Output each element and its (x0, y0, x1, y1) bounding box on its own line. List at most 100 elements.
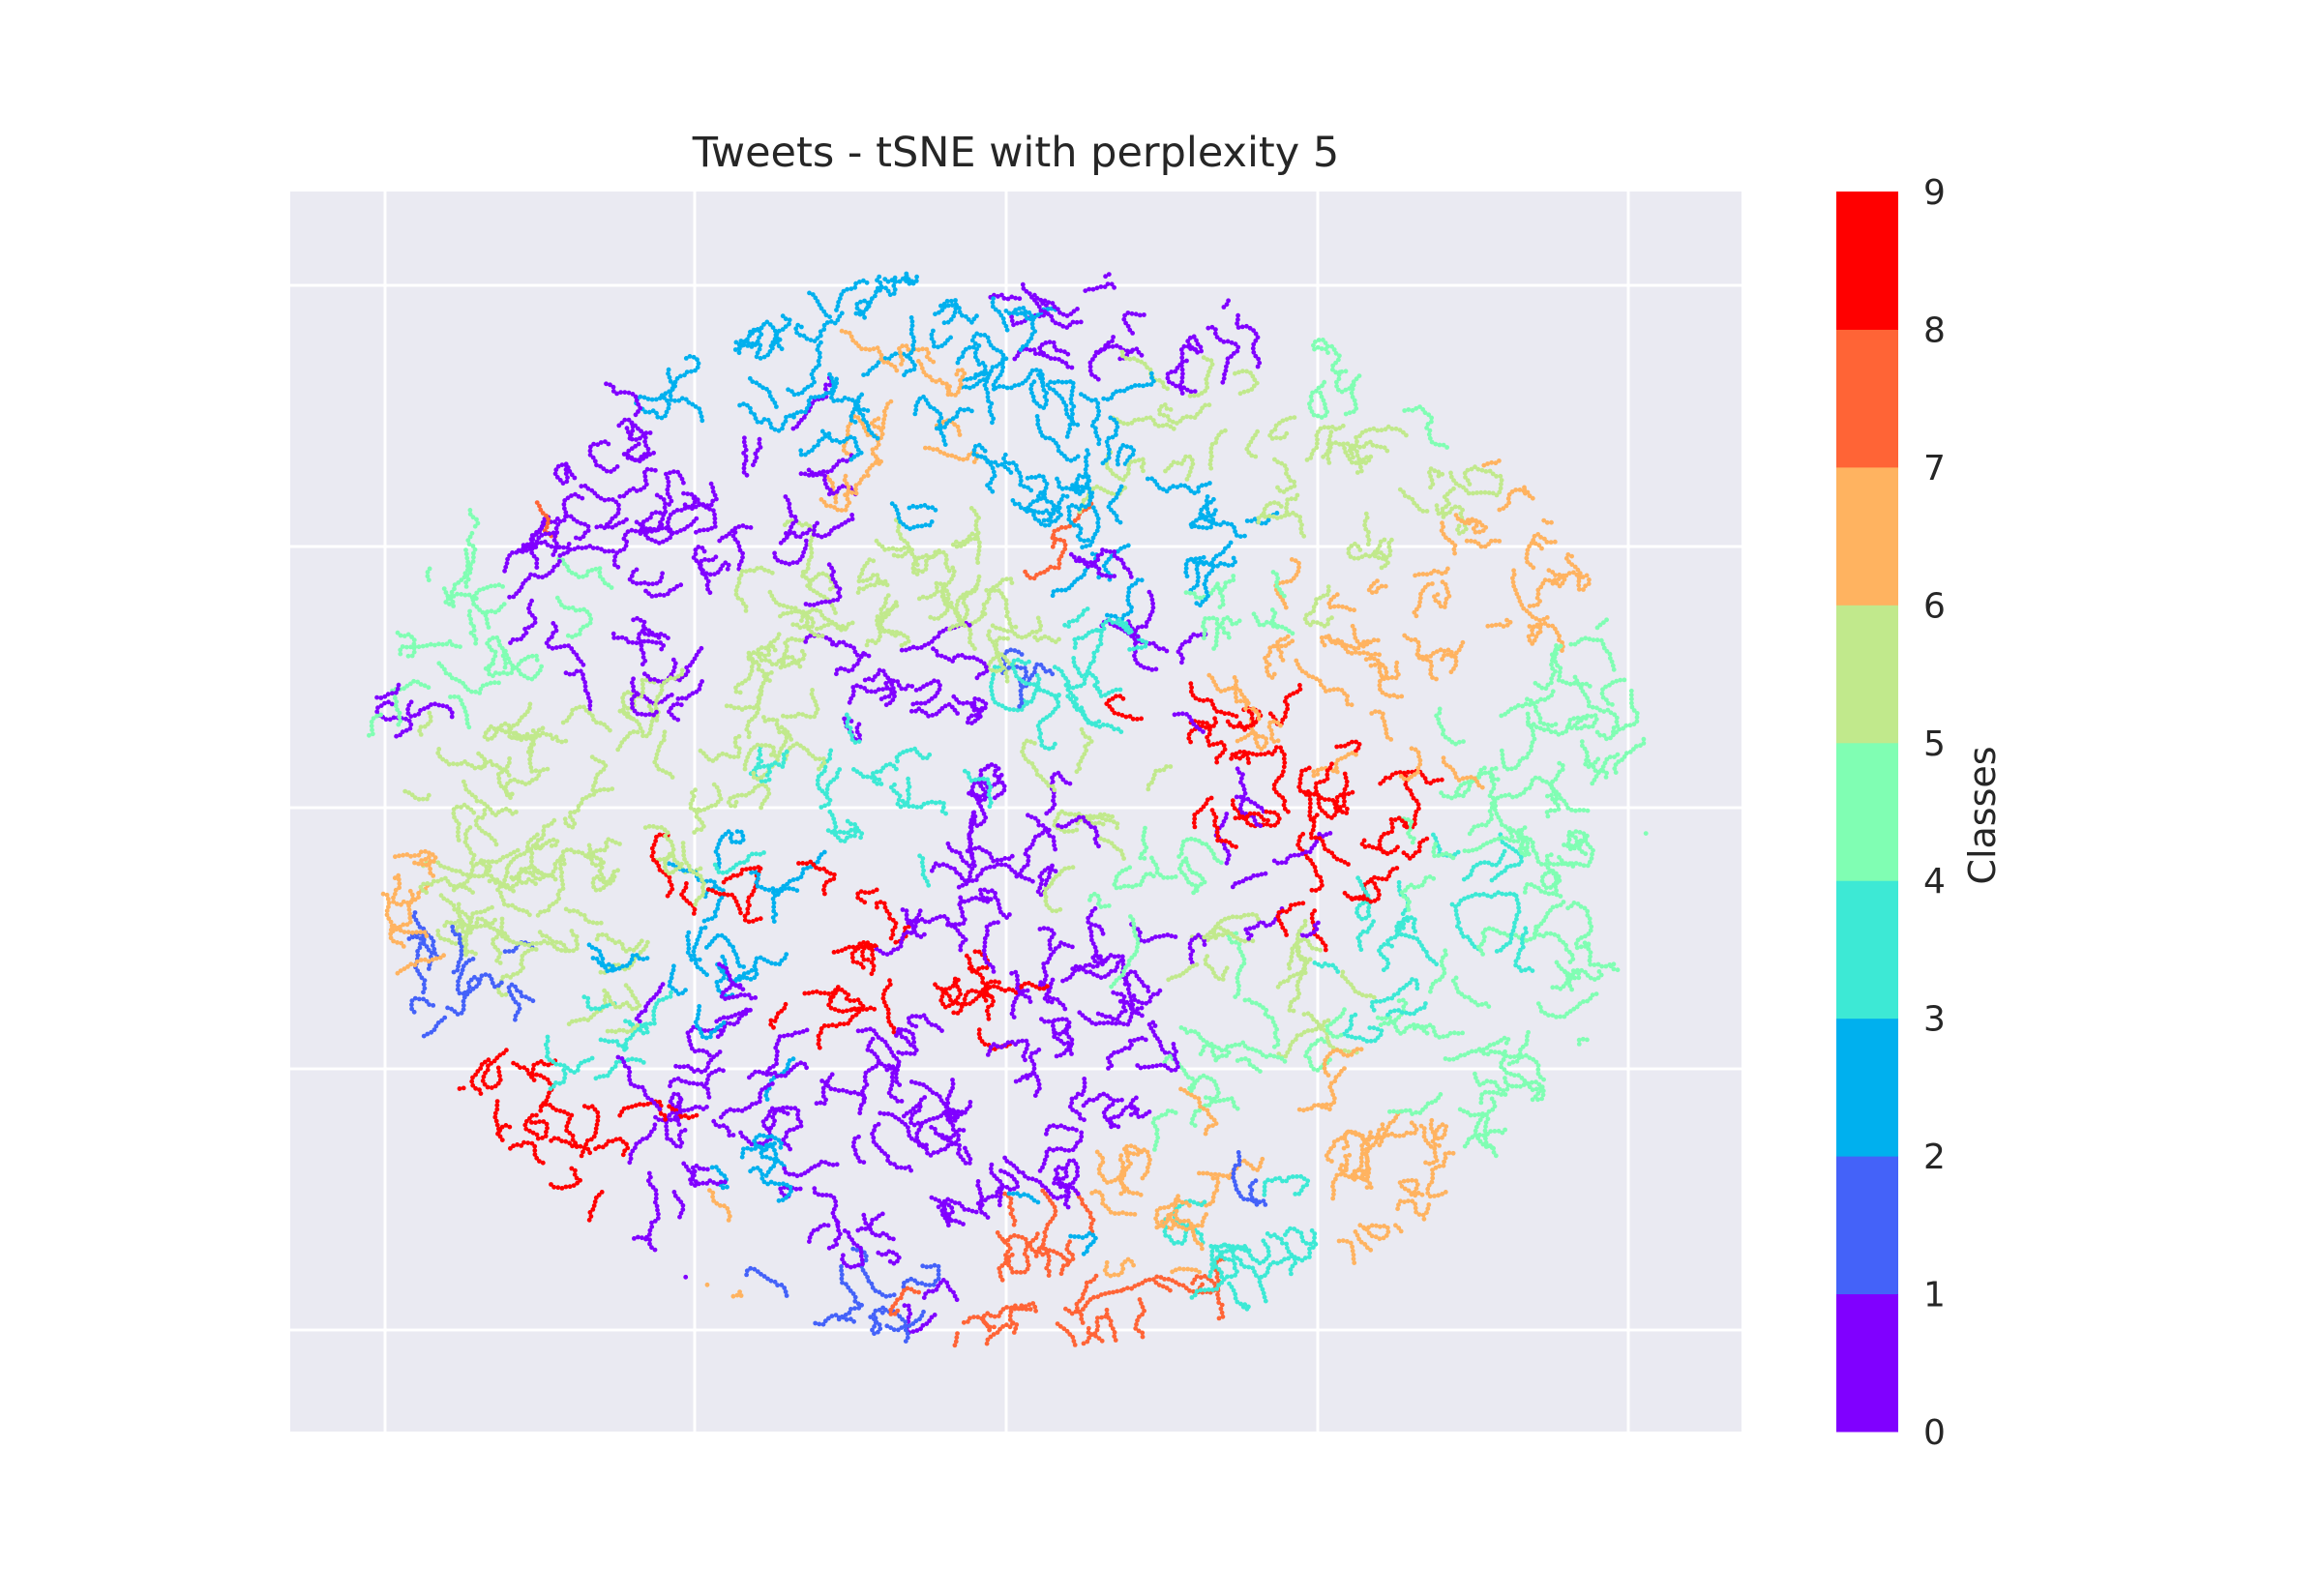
scatter-point-class-0 (1042, 1157, 1048, 1163)
scatter-point-class-8 (828, 998, 834, 1004)
scatter-point-class-0 (721, 1123, 727, 1129)
scatter-point-class-1 (421, 982, 427, 988)
scatter-point-class-2 (740, 1150, 746, 1156)
scatter-point-class-4 (1431, 849, 1437, 855)
scatter-point-class-6 (957, 432, 963, 437)
scatter-point-class-0 (1024, 288, 1029, 294)
scatter-point-class-0 (1031, 1062, 1037, 1067)
scatter-point-class-3 (1344, 1028, 1350, 1034)
scatter-point-class-4 (1588, 950, 1593, 956)
scatter-point-class-0 (665, 475, 670, 481)
scatter-point-class-4 (449, 589, 455, 595)
scatter-point-class-0 (676, 1133, 682, 1138)
scatter-point-class-0 (544, 640, 550, 646)
scatter-point-class-4 (1444, 445, 1449, 450)
scatter-point-class-8 (1230, 798, 1235, 804)
scatter-point-class-6 (416, 895, 421, 900)
scatter-point-class-2 (1069, 400, 1074, 406)
scatter-point-class-2 (718, 978, 724, 984)
scatter-point-class-5 (1294, 1037, 1298, 1042)
scatter-point-class-0 (812, 1164, 818, 1169)
scatter-point-class-5 (1412, 500, 1416, 506)
scatter-point-class-5 (1205, 954, 1210, 959)
scatter-point-class-4 (1491, 1100, 1497, 1105)
scatter-point-class-6 (1125, 1256, 1131, 1262)
scatter-point-class-4 (1536, 712, 1541, 717)
scatter-point-class-8 (551, 1184, 556, 1190)
scatter-point-class-6 (1374, 1135, 1379, 1140)
scatter-point-class-8 (497, 1134, 503, 1139)
scatter-point-class-5 (769, 662, 775, 667)
scatter-point-class-0 (613, 522, 618, 528)
scatter-point-class-6 (1341, 1145, 1347, 1151)
scatter-point-class-3 (1503, 842, 1508, 847)
scatter-point-class-6 (1352, 631, 1357, 636)
scatter-point-class-0 (551, 621, 556, 626)
scatter-point-class-5 (1295, 1033, 1300, 1038)
scatter-point-class-4 (1610, 663, 1616, 668)
scatter-point-class-5 (813, 575, 819, 579)
scatter-point-class-5 (1275, 984, 1281, 990)
scatter-point-class-0 (1119, 954, 1125, 960)
scatter-point-class-0 (740, 554, 745, 560)
scatter-point-class-5 (1288, 478, 1294, 484)
scatter-point-class-0 (1222, 371, 1227, 377)
scatter-point-class-5 (885, 593, 891, 598)
scatter-point-class-7 (1050, 544, 1056, 549)
scatter-point-class-0 (1156, 646, 1162, 652)
scatter-point-class-5 (1103, 817, 1109, 823)
scatter-point-class-3 (1400, 911, 1406, 917)
scatter-point-class-6 (1424, 657, 1430, 663)
scatter-point-class-1 (511, 948, 516, 954)
scatter-point-class-2 (763, 1154, 769, 1160)
scatter-point-class-0 (924, 1321, 930, 1326)
scatter-point-class-0 (740, 523, 746, 528)
scatter-point-class-2 (715, 845, 720, 850)
scatter-point-class-0 (929, 1315, 935, 1320)
scatter-point-class-8 (986, 1016, 992, 1021)
scatter-point-class-0 (1079, 1092, 1085, 1098)
scatter-point-class-8 (1210, 702, 1215, 707)
scatter-point-class-1 (936, 1268, 941, 1273)
scatter-point-class-0 (938, 683, 942, 688)
scatter-point-class-0 (892, 1095, 898, 1101)
scatter-point-class-5 (1325, 1018, 1331, 1023)
scatter-point-class-1 (430, 943, 435, 948)
scatter-point-class-8 (537, 1119, 542, 1124)
scatter-point-class-8 (1344, 779, 1350, 784)
scatter-point-class-0 (794, 1173, 800, 1179)
scatter-point-class-4 (1185, 863, 1191, 869)
scatter-point-class-0 (655, 1216, 661, 1221)
scatter-point-class-0 (649, 594, 655, 599)
scatter-point-class-5 (1406, 494, 1412, 500)
scatter-point-class-1 (919, 1281, 925, 1286)
scatter-point-class-1 (915, 1281, 920, 1286)
scatter-point-class-4 (487, 671, 492, 677)
scatter-point-class-5 (1248, 439, 1254, 445)
scatter-point-class-5 (1209, 454, 1214, 459)
scatter-point-class-5 (648, 723, 654, 728)
scatter-point-class-0 (827, 382, 833, 388)
scatter-point-class-0 (1044, 1149, 1050, 1155)
scatter-point-class-4 (1441, 793, 1446, 799)
scatter-point-class-3 (1502, 848, 1507, 854)
scatter-point-class-5 (772, 647, 778, 653)
scatter-point-class-5 (1053, 639, 1058, 644)
scatter-point-class-0 (1074, 319, 1080, 325)
scatter-point-class-8 (544, 1129, 549, 1135)
scatter-point-class-4 (1586, 946, 1592, 952)
scatter-point-class-2 (1070, 411, 1075, 417)
scatter-point-class-5 (463, 937, 468, 943)
scatter-point-class-5 (1298, 530, 1304, 536)
scatter-point-class-3 (638, 1057, 643, 1063)
scatter-point-class-5 (774, 722, 780, 727)
scatter-point-class-5 (1203, 958, 1208, 962)
scatter-point-class-4 (1509, 1083, 1515, 1089)
scatter-point-class-1 (490, 980, 495, 986)
scatter-point-class-5 (588, 1015, 594, 1020)
scatter-point-class-4 (1134, 882, 1139, 888)
scatter-point-class-3 (990, 692, 995, 697)
scatter-point-class-5 (1352, 555, 1357, 561)
scatter-point-class-5 (759, 645, 764, 650)
scatter-point-class-5 (698, 748, 703, 754)
